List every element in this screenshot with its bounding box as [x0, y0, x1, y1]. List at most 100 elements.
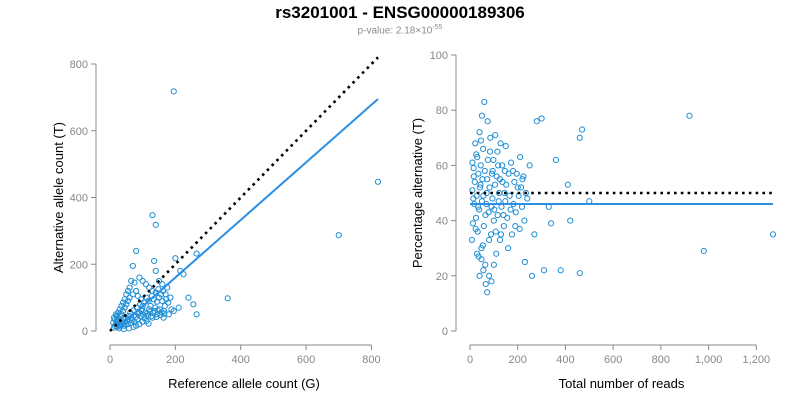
data-point [505, 170, 512, 177]
data-point [499, 162, 506, 169]
data-point [167, 294, 174, 301]
data-point [482, 280, 489, 288]
x-tick-label: 800 [652, 354, 670, 366]
data-point [180, 271, 187, 278]
data-point [492, 131, 499, 139]
data-point [481, 167, 488, 175]
data-point [120, 325, 127, 333]
data-point [486, 148, 494, 155]
data-point [493, 173, 500, 180]
data-point [472, 214, 480, 221]
x-tick-label: 800 [362, 354, 380, 366]
data-point [517, 184, 525, 191]
x-tick-label: 200 [509, 354, 527, 366]
data-point [487, 231, 495, 238]
p-value-exponent: -55 [432, 24, 443, 31]
data-point [507, 159, 515, 166]
y-tick-label: 200 [70, 259, 88, 271]
data-point [481, 98, 488, 106]
data-point [470, 195, 477, 202]
data-point [140, 311, 147, 319]
data-point [514, 184, 521, 191]
data-point [175, 304, 182, 311]
data-point [491, 181, 499, 188]
y-tick-label: 60 [436, 160, 448, 172]
data-point [165, 311, 172, 318]
chart-title: rs3201001 - ENSG00000189306 [275, 3, 525, 22]
data-point [482, 261, 489, 268]
data-point [493, 250, 500, 257]
data-point [151, 257, 158, 265]
data-point [152, 221, 159, 228]
data-point [552, 156, 559, 163]
data-point [476, 272, 483, 279]
data-point [533, 118, 540, 125]
data-point [470, 173, 477, 180]
x-axis-label: Total number of reads [559, 376, 685, 391]
y-tick-label: 0 [82, 326, 88, 338]
data-point [488, 170, 496, 177]
data-point [151, 307, 158, 315]
data-point [136, 274, 143, 281]
data-point [170, 88, 177, 95]
data-point [159, 281, 166, 288]
data-point [475, 170, 482, 177]
y-tick-label: 600 [70, 126, 88, 138]
data-point [522, 189, 529, 197]
data-point [133, 247, 140, 254]
data-point [489, 195, 496, 202]
data-point [540, 267, 548, 274]
data-point [491, 206, 498, 213]
data-point [521, 217, 528, 224]
data-point [153, 298, 161, 305]
data-point [490, 156, 497, 163]
plot-percentage-alternative: 0 20 40 60 80 100 0 200 400 600 800 1,000 1,200 Total… [410, 50, 777, 391]
data-point [484, 156, 491, 163]
data-point [507, 206, 514, 213]
data-point [480, 192, 487, 199]
y-axis-label: Percentage alternative (T) [410, 118, 425, 268]
data-point [504, 214, 511, 221]
y-axis-label: Alternative allele count (T) [51, 122, 66, 273]
data-point [512, 209, 519, 216]
x-tick-label: 400 [232, 354, 250, 366]
data-point [495, 162, 502, 169]
data-point [479, 242, 486, 249]
data-point [478, 256, 485, 263]
data-point [487, 134, 494, 141]
data-point [524, 195, 531, 202]
data-point [475, 206, 483, 213]
data-point [497, 140, 504, 147]
data-point [516, 225, 523, 232]
data-point [374, 178, 382, 185]
data-point [512, 223, 519, 230]
data-point [146, 284, 153, 291]
data-point [473, 151, 480, 158]
chart-subtitle: p-value: 2.18×10-55 [0, 24, 800, 36]
data-point [145, 297, 152, 305]
data-point [700, 247, 707, 255]
x-tick-label: 0 [467, 354, 473, 366]
data-point [193, 250, 200, 257]
reference-line [109, 56, 379, 332]
y-tick-label: 100 [430, 50, 448, 62]
data-point [129, 262, 136, 270]
data-point [474, 154, 481, 161]
x-tick-label: 200 [166, 354, 184, 366]
data-point [161, 310, 168, 317]
data-point [193, 311, 200, 318]
y-tick-label: 20 [436, 271, 448, 283]
data-point [484, 118, 491, 125]
plot-allele-counts: 0 200 400 600 800 0 200 400 600 800 Reference alle… [51, 56, 382, 391]
y-tick-label: 400 [70, 193, 88, 205]
data-point [155, 277, 163, 285]
data-point [484, 289, 491, 296]
data-point [152, 267, 159, 275]
data-point [133, 322, 140, 329]
data-point [477, 162, 484, 169]
data-point [126, 284, 133, 291]
x-tick-label: 600 [297, 354, 315, 366]
data-point [133, 287, 140, 295]
data-point [548, 220, 555, 227]
